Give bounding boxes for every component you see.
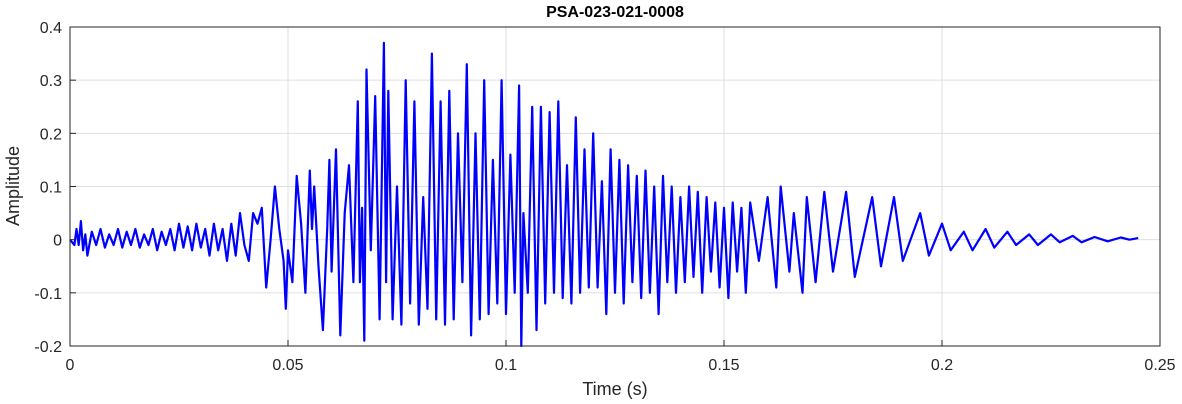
grid bbox=[69, 26, 1161, 347]
ticks: 0 0.05 0.1 0.15 0.2 0.25 -0.2 -0.1 0 0.1 0.2 0.3 0.4 bbox=[34, 20, 1175, 374]
chart-title: PSA-023-021-0008 bbox=[546, 4, 684, 21]
y-axis-label: Amplitude bbox=[3, 146, 23, 226]
x-tick-label: 0.05 bbox=[272, 357, 303, 374]
y-tick-label: 0.2 bbox=[40, 126, 62, 143]
y-tick-label: -0.1 bbox=[34, 286, 62, 303]
y-tick-label: 0.1 bbox=[40, 180, 62, 197]
x-tick-label: 0 bbox=[66, 357, 75, 374]
y-tick-label: 0.4 bbox=[40, 20, 62, 37]
y-tick-label: 0.3 bbox=[40, 73, 62, 90]
x-tick-label: 0.15 bbox=[708, 357, 739, 374]
y-tick-label: 0 bbox=[53, 233, 62, 250]
x-tick-label: 0.2 bbox=[931, 357, 953, 374]
x-axis-label: Time (s) bbox=[582, 379, 647, 399]
x-tick-label: 0.25 bbox=[1144, 357, 1175, 374]
series-line-signal bbox=[69, 41, 1139, 348]
x-tick-label: 0.1 bbox=[495, 357, 517, 374]
y-tick-label: -0.2 bbox=[34, 339, 62, 356]
series bbox=[69, 41, 1139, 348]
